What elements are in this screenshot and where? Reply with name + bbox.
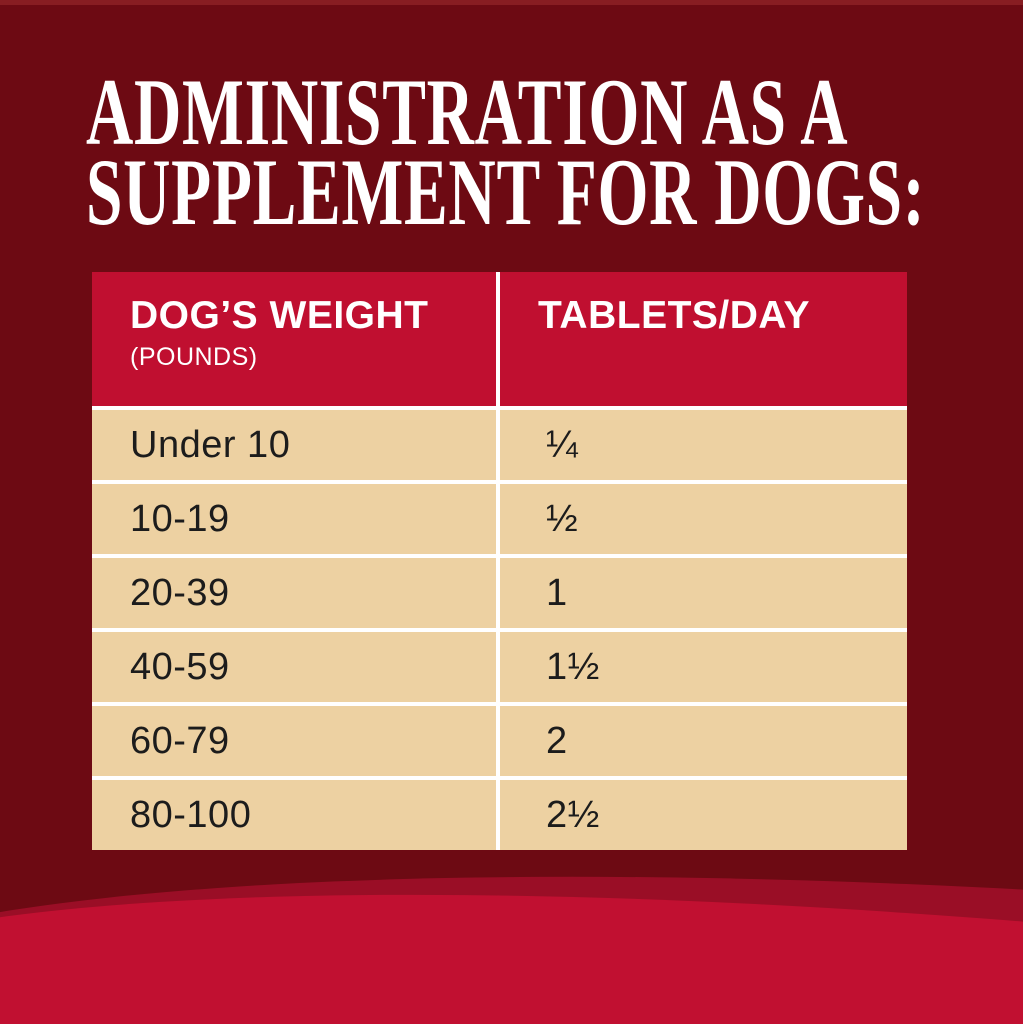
dogs-weight-label: DOG’S WEIGHT: [130, 294, 429, 337]
weight-cell: 40-59: [92, 632, 496, 702]
tablets-cell: 1½: [500, 632, 907, 702]
tablets-value: 2: [546, 719, 568, 762]
page-title: ADMINISTRATION AS A SUPPLEMENT FOR DOGS:: [86, 59, 1023, 245]
header-cell-tablets-day: TABLETS/DAY: [500, 272, 907, 406]
weight-value: 80-100: [130, 793, 252, 836]
weight-cell: 10-19: [92, 484, 496, 554]
tablets-cell: 2½: [500, 780, 907, 850]
weight-value: 40-59: [130, 645, 230, 688]
tablets-cell: ¼: [500, 410, 907, 480]
tablets-day-label: TABLETS/DAY: [538, 294, 811, 337]
tablets-cell: 1: [500, 558, 907, 628]
dosage-table: DOG’S WEIGHT (POUNDS) TABLETS/DAY Under …: [92, 272, 907, 850]
weight-cell: Under 10: [92, 410, 496, 480]
pounds-label: (POUNDS): [130, 343, 258, 371]
weight-value: 20-39: [130, 571, 230, 614]
title-line-1: ADMINISTRATION AS A: [86, 59, 849, 165]
top-edge-highlight: [0, 0, 1023, 5]
weight-value: 60-79: [130, 719, 230, 762]
tablets-value: 1½: [546, 645, 600, 688]
tablets-cell: 2: [500, 706, 907, 776]
header-cell-dogs-weight: DOG’S WEIGHT (POUNDS): [92, 272, 496, 406]
tablets-value: ½: [546, 497, 579, 540]
tablets-value: ¼: [546, 423, 579, 466]
weight-cell: 80-100: [92, 780, 496, 850]
weight-value: Under 10: [130, 423, 291, 466]
tablets-value: 1: [546, 571, 568, 614]
title-line-2: SUPPLEMENT FOR DOGS:: [86, 139, 926, 245]
weight-cell: 20-39: [92, 558, 496, 628]
tablets-cell: ½: [500, 484, 907, 554]
weight-cell: 60-79: [92, 706, 496, 776]
weight-value: 10-19: [130, 497, 230, 540]
tablets-value: 2½: [546, 793, 600, 836]
